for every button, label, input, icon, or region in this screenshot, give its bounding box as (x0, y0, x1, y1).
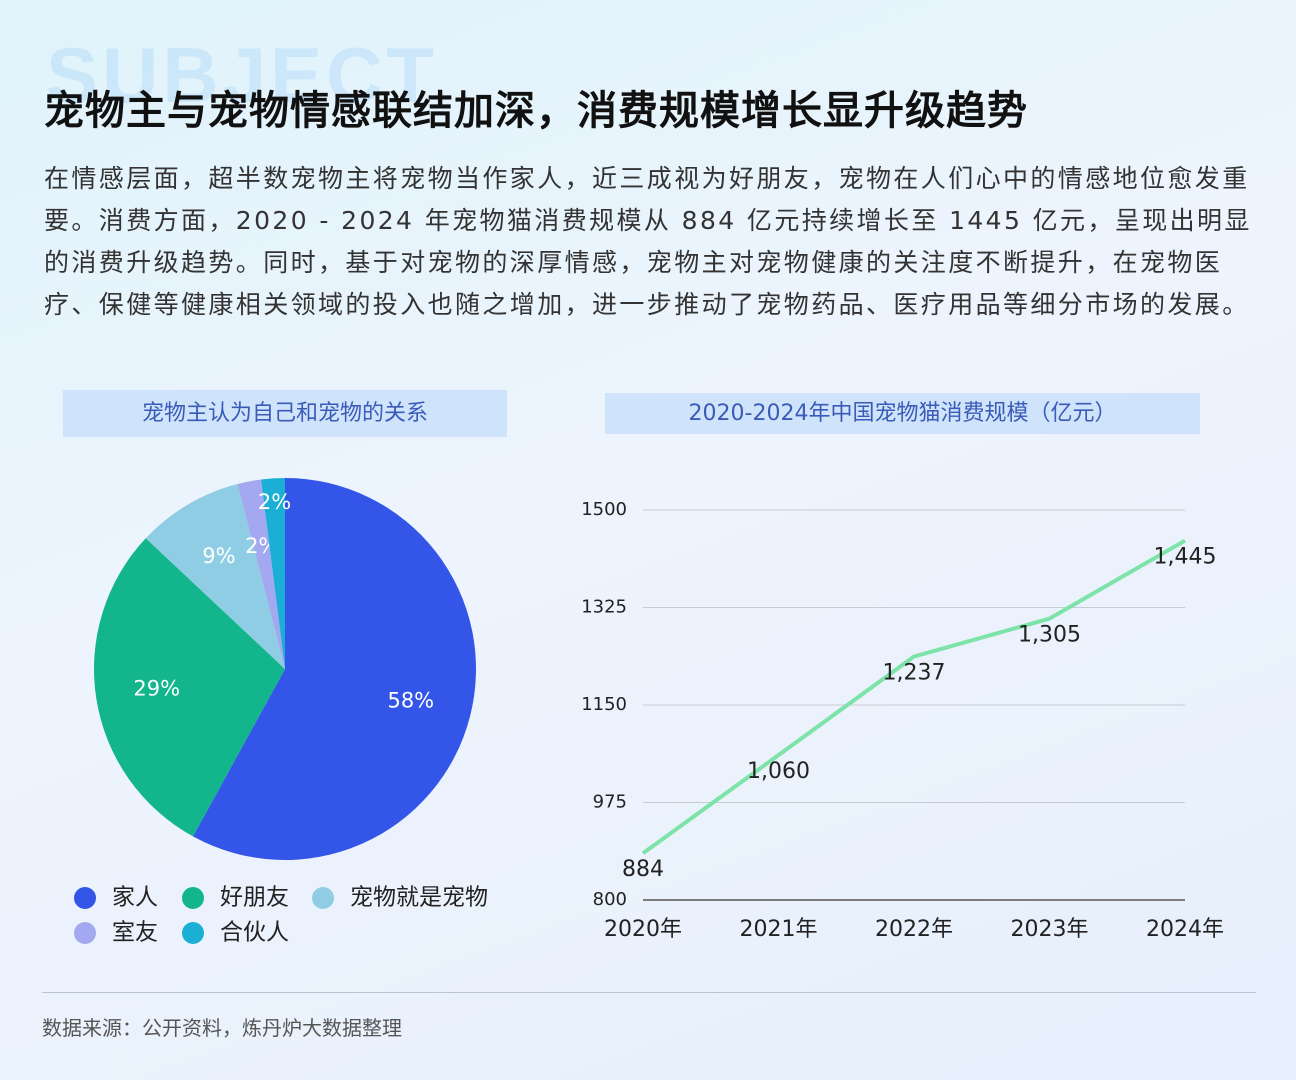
x-tick-label: 2021年 (740, 917, 818, 942)
slice-label: 9% (202, 544, 235, 568)
chart-title: 2020-2024年中国宠物猫消费规模（亿元） (605, 393, 1200, 434)
y-tick-label: 1500 (581, 499, 627, 520)
legend-marker (182, 887, 204, 909)
x-tick-label: 2023年 (1011, 917, 1089, 942)
y-tick-label: 800 (593, 889, 627, 910)
pie-slice (94, 538, 285, 837)
legend-label: 室友 (112, 920, 158, 946)
source-note: 数据来源：公开资料，炼丹炉大数据整理 (42, 1016, 402, 1040)
data-label: 1,060 (747, 759, 810, 784)
chart-title: 宠物主认为自己和宠物的关系 (63, 390, 507, 437)
x-tick-label: 2024年 (1146, 917, 1224, 942)
pie-slice (237, 479, 285, 669)
legend-marker (74, 922, 96, 944)
data-label: 1,237 (883, 661, 946, 686)
y-tick-label: 1325 (581, 597, 627, 618)
legend-label: 家人 (112, 885, 158, 911)
page-title: 宠物主与宠物情感联结加深，消费规模增长显升级趋势 (44, 88, 1028, 134)
legend-marker (74, 887, 96, 909)
y-tick-label: 1150 (581, 694, 627, 715)
legend-label: 宠物就是宠物 (350, 885, 488, 911)
pie-slice (192, 478, 477, 860)
paragraph: 在情感层面，超半数宠物主将宠物当作家人，近三成视为好朋友，宠物在人们心中的情感地… (44, 164, 1252, 319)
divider (42, 992, 1256, 993)
pie-slice (145, 484, 285, 669)
pie-slice (261, 478, 285, 669)
data-line (641, 538, 1186, 855)
slice-label: 2% (258, 490, 291, 514)
legend-label: 合伙人 (220, 920, 289, 946)
legend-label: 好朋友 (220, 885, 289, 911)
data-label: 1,305 (1018, 623, 1081, 648)
watermark: SUBJECT (46, 31, 439, 119)
legend-marker (312, 887, 334, 909)
x-tick-label: 2020年 (604, 917, 682, 942)
x-tick-label: 2022年 (875, 917, 953, 942)
y-tick-label: 975 (593, 792, 627, 813)
data-label: 1,445 (1154, 545, 1217, 570)
legend-marker (182, 922, 204, 944)
data-label: 884 (622, 857, 664, 882)
slice-label: 29% (133, 676, 180, 700)
slice-label: 58% (387, 688, 434, 712)
